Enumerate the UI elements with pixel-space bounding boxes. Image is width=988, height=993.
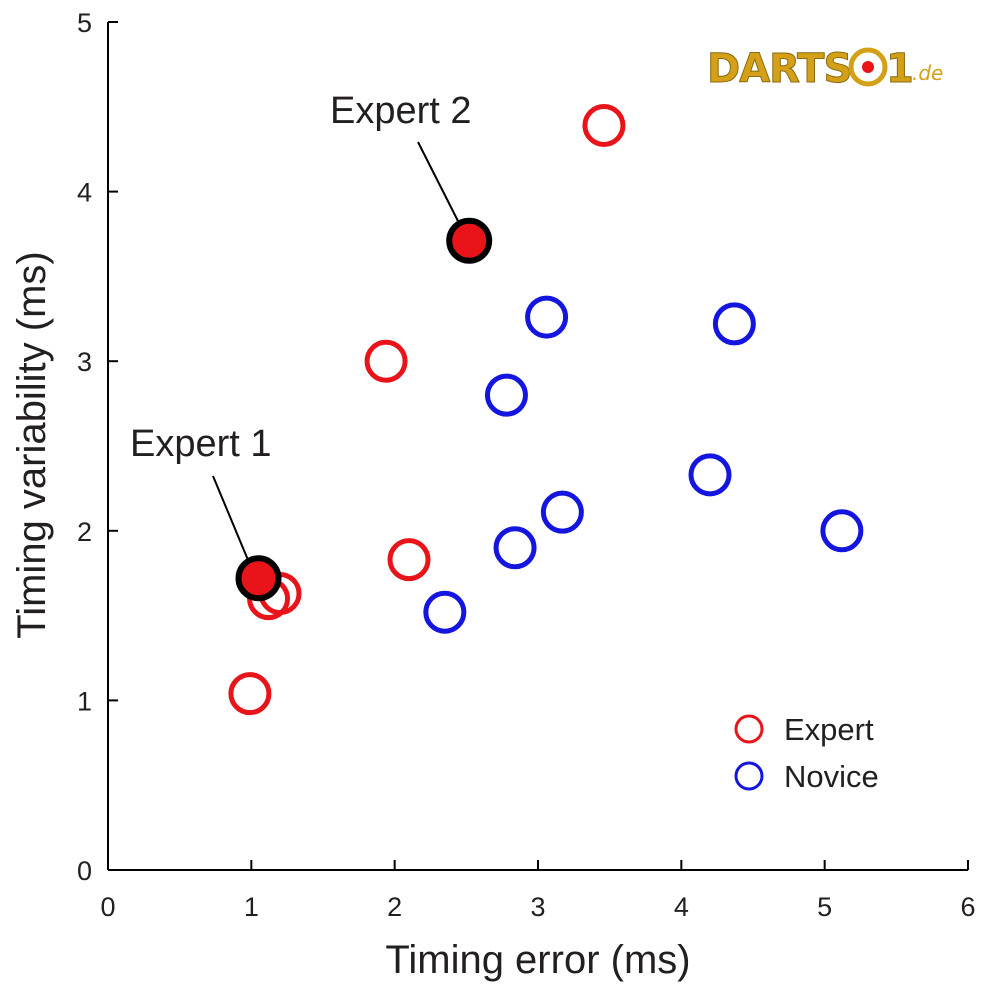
x-tick-label: 3 [530,892,545,922]
annotation-label: Expert 2 [330,90,472,132]
x-tick-label: 1 [244,892,259,922]
data-points [228,103,864,716]
point-expert [387,538,431,582]
point-novice [525,295,569,339]
highlighted-point [235,555,282,602]
legend: Expert Novice [734,712,879,794]
watermark-text: DARTS [707,46,851,92]
point-novice [540,490,584,534]
point-novice [712,302,756,346]
point-expert [228,672,272,716]
point-novice [484,373,528,417]
x-tick-label: 6 [960,892,975,922]
y-tick-label: 0 [77,856,92,886]
y-tick-label: 1 [77,686,92,716]
watermark-text-1: 1 [886,46,914,92]
watermark-text-domain: .de [912,61,943,85]
annotation-leader-line [417,141,461,226]
legend-label-novice: Novice [784,759,879,794]
point-novice [423,590,467,634]
x-axis-title: Timing error (ms) [385,938,690,982]
x-tick-label: 5 [817,892,832,922]
point-novice [493,526,537,570]
annotation-label: Expert 1 [130,423,272,465]
x-tick-label: 0 [100,892,115,922]
watermark-logo: DARTS 1.de [707,46,944,93]
annotations: Expert 1 Expert 2 [130,90,493,602]
point-expert [582,103,626,147]
watermark-bullseye-icon [862,61,874,73]
y-tick-label: 2 [77,517,92,547]
y-tick-label: 4 [77,178,92,208]
point-novice [820,509,864,553]
x-tick-label: 4 [674,892,689,922]
y-axis-title: Timing variability (ms) [10,251,54,638]
point-novice [688,453,732,497]
x-tick-label: 2 [387,892,402,922]
y-tick-label: 3 [77,347,92,377]
highlighted-point [446,217,493,264]
point-expert [364,339,408,383]
legend-marker-novice [734,761,764,791]
legend-marker-expert [734,714,764,744]
annotation-leader-line [212,475,249,561]
axis-ticks: 0 1 2 3 4 5 6 0 1 2 3 4 5 [77,8,976,922]
y-tick-label: 5 [77,8,92,38]
legend-label-expert: Expert [784,712,874,747]
